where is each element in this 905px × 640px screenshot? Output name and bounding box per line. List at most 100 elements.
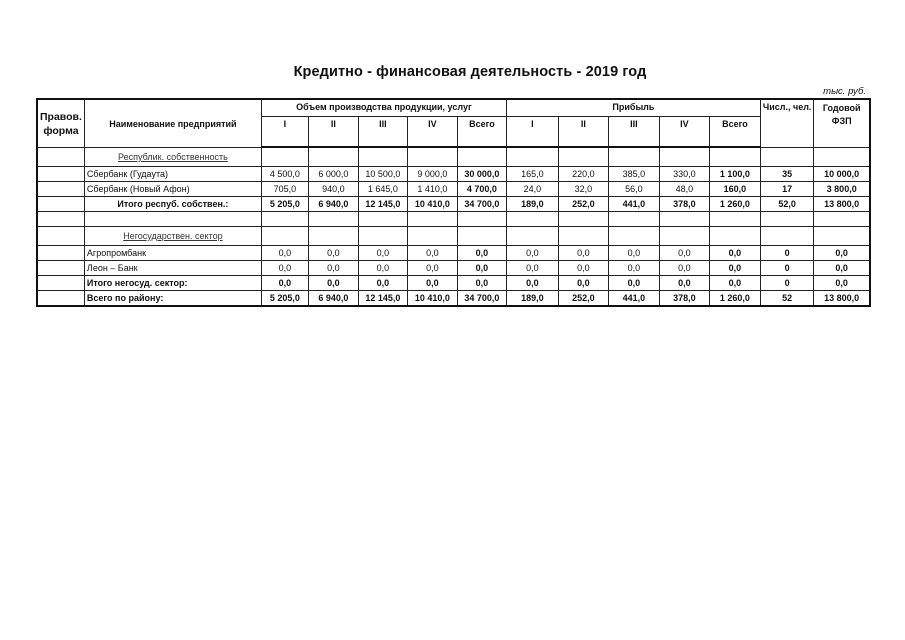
volume-q1-cell bbox=[260, 226, 309, 246]
volume-q1-cell: 705,0 bbox=[260, 181, 309, 197]
enterprise-name: Негосударствен. сектор bbox=[83, 226, 262, 246]
payroll-cell: 10 000,0 bbox=[813, 166, 871, 182]
table-row: Итого респуб. собствен.: 5 205,0 6 940,0 12… bbox=[36, 196, 871, 212]
volume-q3-cell: 0,0 bbox=[357, 275, 408, 291]
volume-q1-cell: 0,0 bbox=[260, 260, 309, 276]
profit-q1-cell bbox=[505, 226, 559, 246]
volume-q4-cell bbox=[406, 226, 458, 246]
table-row bbox=[36, 211, 871, 227]
payroll-cell bbox=[813, 226, 871, 246]
profit-q5-cell: 160,0 bbox=[708, 181, 761, 197]
header-volume-q4: IV bbox=[406, 116, 458, 148]
volume-q3-cell bbox=[357, 226, 408, 246]
volume-q3-cell: 12 145,0 bbox=[357, 196, 408, 212]
profit-q1-cell bbox=[505, 211, 559, 227]
profit-q5-cell: 0,0 bbox=[708, 245, 761, 261]
volume-q5-cell: 4 700,0 bbox=[456, 181, 507, 197]
volume-q5-cell: 0,0 bbox=[456, 260, 507, 276]
profit-q2-cell: 32,0 bbox=[557, 181, 609, 197]
enterprise-name bbox=[83, 211, 262, 227]
header-profit-q2: II bbox=[557, 116, 609, 148]
profit-q2-cell: 0,0 bbox=[557, 245, 609, 261]
legal-form-cell bbox=[36, 181, 85, 197]
profit-q4-cell: 48,0 bbox=[658, 181, 710, 197]
volume-q3-cell: 0,0 bbox=[357, 260, 408, 276]
profit-q2-cell: 0,0 bbox=[557, 275, 609, 291]
header-profit-q3: III bbox=[607, 116, 660, 148]
header-volume-q2: II bbox=[307, 116, 359, 148]
volume-q2-cell: 6 000,0 bbox=[307, 166, 359, 182]
header-volume-q5: Всего bbox=[456, 116, 507, 148]
volume-q4-cell: 9 000,0 bbox=[406, 166, 458, 182]
profit-q1-cell: 0,0 bbox=[505, 275, 559, 291]
profit-q2-cell: 220,0 bbox=[557, 166, 609, 182]
legal-form-cell bbox=[36, 260, 85, 276]
payroll-cell: 0,0 bbox=[813, 275, 871, 291]
profit-q3-cell: 0,0 bbox=[607, 275, 660, 291]
header-legal-form: Правов. форма bbox=[36, 98, 85, 148]
volume-q5-cell: 0,0 bbox=[456, 275, 507, 291]
header-volume-q3: III bbox=[357, 116, 408, 148]
profit-q2-cell: 252,0 bbox=[557, 290, 609, 307]
profit-q3-cell: 0,0 bbox=[607, 260, 660, 276]
profit-q3-cell bbox=[607, 146, 660, 167]
volume-q1-cell: 4 500,0 bbox=[260, 166, 309, 182]
volume-q1-cell: 5 205,0 bbox=[260, 196, 309, 212]
enterprise-name: Республик. собственность bbox=[83, 146, 262, 167]
profit-q4-cell: 0,0 bbox=[658, 275, 710, 291]
table-row: Сбербанк (Новый Афон) 705,0 940,0 1 645,0 1 … bbox=[36, 181, 871, 197]
enterprise-name: Всего по району: bbox=[83, 290, 262, 307]
header-profit-q5: Всего bbox=[708, 116, 761, 148]
enterprise-name: Итого негосуд. сектор: bbox=[83, 275, 262, 291]
payroll-cell: 13 800,0 bbox=[813, 290, 871, 307]
volume-q3-cell bbox=[357, 146, 408, 167]
profit-q4-cell: 378,0 bbox=[658, 196, 710, 212]
volume-q2-cell: 6 940,0 bbox=[307, 196, 359, 212]
headcount-cell bbox=[759, 211, 815, 227]
header-profit-group: Прибыль bbox=[505, 98, 761, 117]
volume-q1-cell bbox=[260, 211, 309, 227]
table-row: Республик. собственность bbox=[36, 146, 871, 167]
table-row: Негосударствен. сектор bbox=[36, 226, 871, 246]
units-label: тыс. руб. bbox=[823, 86, 866, 97]
header-volume-group: Объем производства продукции, услуг bbox=[260, 98, 507, 117]
volume-q1-cell: 0,0 bbox=[260, 275, 309, 291]
volume-q2-cell: 940,0 bbox=[307, 181, 359, 197]
volume-q2-cell: 0,0 bbox=[307, 245, 359, 261]
volume-q2-cell bbox=[307, 226, 359, 246]
profit-q2-cell: 252,0 bbox=[557, 196, 609, 212]
header-payroll: Годовой ФЗП bbox=[813, 98, 871, 148]
volume-q1-cell: 0,0 bbox=[260, 245, 309, 261]
header-name: Наименование предприятий bbox=[83, 98, 262, 148]
volume-q3-cell bbox=[357, 211, 408, 227]
table-row: Леон – Банк 0,0 0,0 0,0 0,0 0,0 0,0 0,0 0,0 0,0 0,… bbox=[36, 260, 871, 276]
headcount-cell: 0 bbox=[759, 260, 815, 276]
profit-q1-cell: 24,0 bbox=[505, 181, 559, 197]
volume-q5-cell: 34 700,0 bbox=[456, 196, 507, 212]
volume-q2-cell: 0,0 bbox=[307, 275, 359, 291]
legal-form-cell bbox=[36, 146, 85, 167]
profit-q4-cell bbox=[658, 226, 710, 246]
volume-q2-cell bbox=[307, 146, 359, 167]
volume-q5-cell bbox=[456, 211, 507, 227]
profit-q1-cell: 0,0 bbox=[505, 260, 559, 276]
volume-q2-cell: 0,0 bbox=[307, 260, 359, 276]
legal-form-cell bbox=[36, 275, 85, 291]
profit-q5-cell: 0,0 bbox=[708, 260, 761, 276]
profit-q2-cell bbox=[557, 226, 609, 246]
headcount-cell bbox=[759, 226, 815, 246]
volume-q2-cell: 6 940,0 bbox=[307, 290, 359, 307]
headcount-cell: 0 bbox=[759, 245, 815, 261]
profit-q1-cell: 165,0 bbox=[505, 166, 559, 182]
legal-form-cell bbox=[36, 196, 85, 212]
volume-q3-cell: 10 500,0 bbox=[357, 166, 408, 182]
headcount-cell: 17 bbox=[759, 181, 815, 197]
volume-q4-cell: 10 410,0 bbox=[406, 290, 458, 307]
profit-q3-cell bbox=[607, 226, 660, 246]
enterprise-name: Сбербанк (Новый Афон) bbox=[83, 181, 262, 197]
enterprise-name: Агропромбанк bbox=[83, 245, 262, 261]
profit-q3-cell: 441,0 bbox=[607, 196, 660, 212]
header-profit-q4: IV bbox=[658, 116, 710, 148]
volume-q4-cell: 0,0 bbox=[406, 245, 458, 261]
profit-q5-cell bbox=[708, 146, 761, 167]
